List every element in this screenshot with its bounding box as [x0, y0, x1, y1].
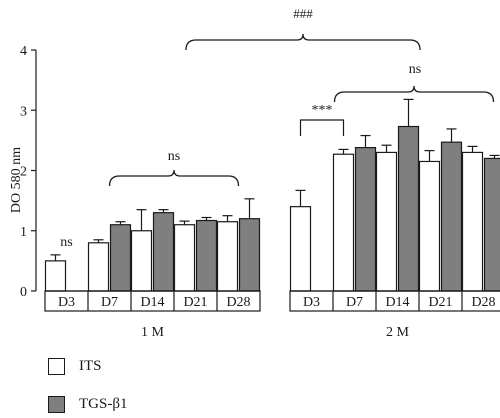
annotation-stars: *** — [312, 103, 333, 118]
bracket-group2-span — [333, 85, 495, 103]
y-axis-label: DO 580 nm — [9, 147, 24, 213]
bar-its — [44, 260, 67, 292]
x-tick-label: D3 — [303, 295, 320, 310]
x-tick-label: D21 — [183, 295, 207, 310]
legend-item-tgs: TGS-β1 — [48, 396, 127, 413]
bracket-d3-d7 — [299, 119, 345, 136]
x-tick-label: D21 — [428, 295, 452, 310]
x-tick-label: D28 — [471, 295, 495, 310]
annotation-ns-group1: ns — [168, 149, 180, 164]
bar-tgs — [152, 212, 175, 292]
x-tick-label: D7 — [101, 295, 118, 310]
y-tick-label: 1 — [20, 225, 27, 240]
bracket-between-groups — [185, 33, 421, 51]
bar-its — [216, 221, 239, 292]
x-tick-label: D14 — [140, 295, 164, 310]
y-tick-label: 2 — [20, 165, 27, 180]
category-row-box — [289, 290, 500, 312]
y-tick-label: 3 — [20, 104, 27, 119]
annotation-hash: ### — [293, 6, 313, 21]
bracket-group1-span — [108, 169, 240, 187]
bar-its — [375, 151, 398, 292]
x-tick-label: D7 — [346, 295, 363, 310]
legend-label-tgs: TGS-β1 — [79, 396, 128, 412]
bar-its — [173, 224, 196, 292]
bar-its — [461, 151, 484, 292]
bar-tgs — [109, 224, 132, 292]
bar-its — [130, 230, 153, 292]
x-tick-label: D3 — [58, 295, 75, 310]
y-tick-label: 0 — [20, 285, 27, 300]
bar-its — [87, 242, 110, 292]
bar-tgs — [195, 219, 218, 292]
bar-tgs — [397, 125, 420, 292]
legend-swatch-tgs — [48, 396, 65, 413]
bar-tgs — [238, 218, 261, 292]
annotation-ns-group2: ns — [409, 62, 421, 77]
legend-label-its: ITS — [79, 358, 102, 374]
group-label: 1 M — [141, 325, 165, 340]
bar-its — [332, 153, 355, 292]
x-tick-label: D14 — [385, 295, 409, 310]
legend-item-its: ITS — [48, 358, 102, 375]
bar-tgs — [440, 141, 463, 292]
bar-its — [289, 206, 312, 292]
group-label: 2 M — [386, 325, 410, 340]
bar-tgs — [483, 157, 500, 292]
annotation-ns-d3: ns — [60, 235, 72, 250]
bar-its — [418, 160, 441, 292]
y-tick-label: 4 — [20, 44, 27, 59]
x-tick-label: D28 — [226, 295, 250, 310]
legend-swatch-its — [48, 358, 65, 375]
bar-tgs — [354, 147, 377, 292]
category-row-box — [44, 290, 261, 312]
